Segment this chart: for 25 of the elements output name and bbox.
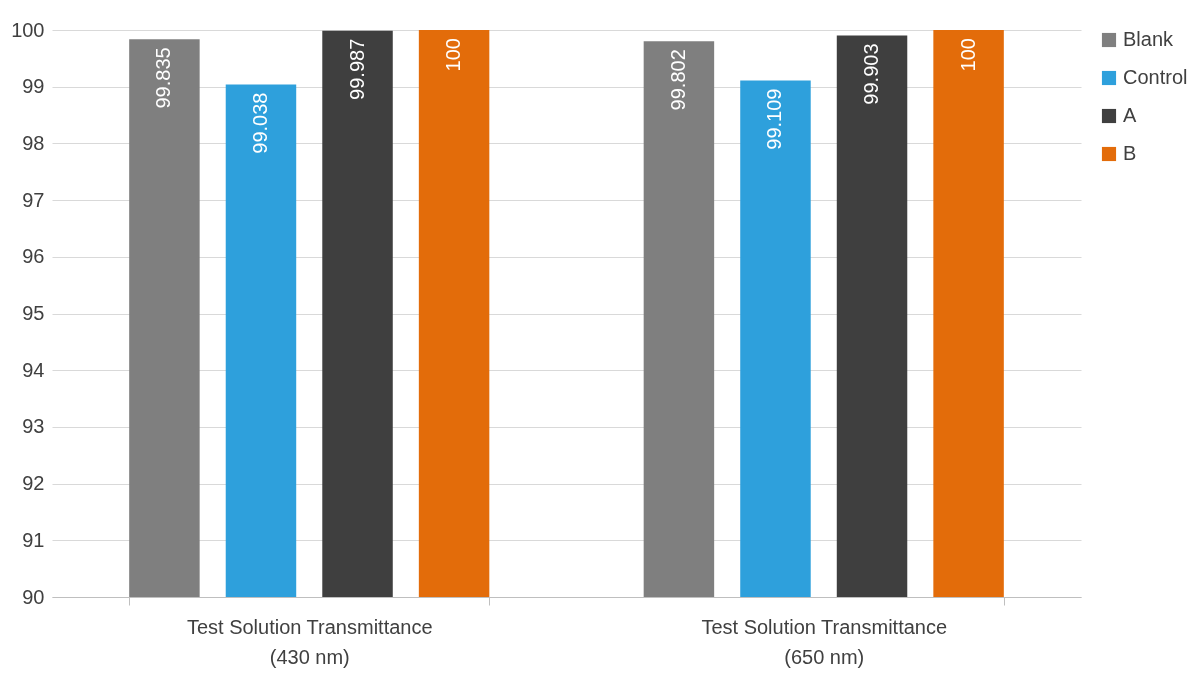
y-tick-label: 98 <box>22 131 45 154</box>
data-label: 100 <box>956 38 979 72</box>
y-tick-label: 91 <box>22 528 45 551</box>
y-tick-label: 100 <box>11 18 45 41</box>
data-label: 99.987 <box>345 38 368 100</box>
data-label: 99.802 <box>666 49 689 111</box>
y-tick-label: 94 <box>22 358 45 381</box>
data-label: 99.903 <box>860 43 883 105</box>
y-tick-label: 90 <box>22 585 45 608</box>
legend-label: Blank <box>1123 28 1175 50</box>
y-tick-label: 99 <box>22 75 45 98</box>
x-tick-label: Test Solution Transmittance (430 nm) <box>186 615 433 668</box>
y-tick-label: 95 <box>22 302 45 324</box>
y-tick-label: 97 <box>22 188 45 211</box>
legend-label: B <box>1123 142 1137 164</box>
data-label: 99.038 <box>248 92 271 154</box>
data-label: 99.835 <box>152 47 175 109</box>
legend-label: Control <box>1123 66 1188 88</box>
x-tick-label: Test Solution Transmittance (650 nm) <box>701 615 948 668</box>
y-tick-label: 92 <box>22 472 45 495</box>
data-label: 100 <box>442 38 465 72</box>
data-label: 99.109 <box>763 88 786 150</box>
legend-label: A <box>1123 104 1137 126</box>
y-tick-label: 93 <box>22 415 45 438</box>
y-tick-label: 96 <box>22 245 45 268</box>
